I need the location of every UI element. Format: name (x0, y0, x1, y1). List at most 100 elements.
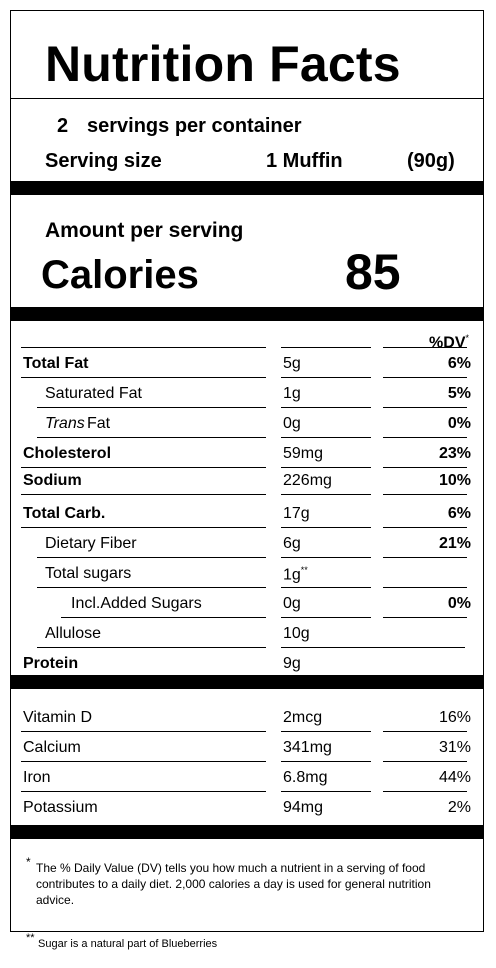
vitamin-name: Iron (23, 769, 51, 786)
row-rule (21, 377, 266, 378)
nutrient-amount: 5g (283, 355, 301, 373)
vitamin-dv: 16% (438, 709, 471, 726)
nutrient-row: Total Carb. 17g 6% (11, 501, 485, 529)
row-rule (21, 761, 266, 762)
nutrient-dv: 23% (438, 445, 471, 462)
nutrient-amount: 9g (283, 655, 301, 673)
row-rule (383, 761, 467, 762)
nutrient-row: Protein 9g (11, 651, 485, 679)
row-rule (37, 407, 266, 408)
calories-label: Calories (41, 253, 199, 297)
row-rule (281, 617, 371, 618)
footnote-star: * (26, 855, 31, 869)
row-rule (281, 647, 465, 648)
row-rule (281, 437, 371, 438)
row-rule (37, 647, 266, 648)
thick-divider (11, 307, 483, 321)
vitamin-row: Iron 6.8mg 44% (11, 765, 485, 793)
nutrient-row: Incl.Added Sugars 0g 0% (11, 591, 485, 619)
nutrient-name: Saturated Fat (45, 385, 142, 402)
vitamin-name: Potassium (23, 799, 98, 816)
amount-text: 6g (283, 535, 301, 552)
thick-divider (11, 675, 483, 689)
row-rule (281, 527, 371, 528)
vitamin-row: Vitamin D 2mcg 16% (11, 705, 485, 733)
row-rule (37, 557, 266, 558)
row-rule (281, 557, 371, 558)
nutrient-amount: 10g (283, 625, 310, 643)
divider (11, 98, 483, 99)
label-title: Nutrition Facts (45, 36, 401, 92)
amount-text: 0g (283, 415, 301, 432)
row-rule (281, 467, 371, 468)
row-rule (383, 437, 467, 438)
nutrient-amount: 226mg (283, 472, 332, 490)
nutrient-amount: 0g (283, 595, 301, 613)
row-rule (383, 731, 467, 732)
row-rule (383, 377, 467, 378)
vitamin-amount: 341mg (283, 739, 332, 756)
row-rule (281, 407, 371, 408)
vitamin-name: Calcium (23, 739, 81, 756)
nutrient-amount: 59mg (283, 445, 323, 463)
row-rule (281, 347, 371, 348)
row-rule (383, 527, 467, 528)
nutrient-name: Total Carb. (23, 505, 106, 522)
amount-text: 10g (283, 625, 310, 642)
serving-size-value: 1 Muffin (266, 150, 343, 172)
calories-value: 85 (345, 244, 401, 300)
row-rule (37, 587, 266, 588)
dv-header: %DV* (429, 333, 469, 352)
vitamin-amount: 2mcg (283, 709, 323, 726)
amount-text: 0g (283, 595, 301, 612)
amount-text: 17g (283, 505, 310, 522)
row-rule (37, 437, 266, 438)
nutrient-dv: 6% (447, 505, 471, 522)
amount-text: 9g (283, 655, 301, 672)
serving-size-label: Serving size (45, 150, 162, 172)
amount-text: 226mg (283, 472, 332, 489)
nutrient-amount: 17g (283, 505, 310, 523)
row-rule (281, 587, 371, 588)
row-rule (281, 731, 371, 732)
row-rule (61, 617, 266, 618)
nutrient-name: Total sugars (45, 565, 132, 582)
row-rule (383, 791, 467, 792)
row-rule (383, 407, 467, 408)
vitamin-dv: 44% (438, 769, 471, 786)
nutrient-name: Trans (45, 415, 85, 432)
amount-text: 59mg (283, 445, 324, 462)
vitamin-row: Potassium 94mg 2% (11, 795, 485, 823)
vitamin-dv: 2% (447, 799, 471, 816)
nutrient-name-suffix: Fat (87, 415, 111, 432)
amount-per-serving: Amount per serving (45, 219, 244, 242)
nutrient-dv: 21% (438, 535, 471, 552)
footnote-sugar: ** Sugar is a natural part of Blueberrie… (26, 932, 217, 950)
nutrient-dv: 0% (447, 415, 471, 432)
row-rule (383, 587, 467, 588)
row-rule (383, 347, 467, 348)
row-rule (21, 494, 266, 495)
servings-count: 2 (57, 115, 69, 137)
nutrient-name: Total Fat (23, 355, 89, 372)
footnote-text: The % Daily Value (DV) tells you how muc… (36, 861, 431, 907)
amount-text: 1g (283, 566, 301, 584)
row-rule (21, 791, 266, 792)
row-rule (21, 347, 266, 348)
nutrient-dv: 10% (438, 472, 471, 489)
nutrient-row: Cholesterol 59mg 23% (11, 441, 485, 469)
nutrient-name: Dietary Fiber (45, 535, 137, 552)
row-rule (281, 761, 371, 762)
row-rule (21, 731, 266, 732)
row-rule (383, 617, 467, 618)
amount-text: 5g (283, 355, 301, 372)
thick-divider (11, 825, 483, 839)
row-rule (21, 467, 266, 468)
nutrient-row: Sodium 226mg 10% (11, 468, 485, 496)
nutrient-dv: 5% (447, 385, 471, 402)
nutrient-amount: 1g** (283, 565, 308, 584)
serving-size-grams: (90g) (407, 150, 455, 172)
nutrition-label: Nutrition Facts 2 servings per container… (10, 10, 484, 932)
nutrient-name: Allulose (45, 625, 102, 642)
nutrient-row: Allulose 10g (11, 621, 485, 649)
